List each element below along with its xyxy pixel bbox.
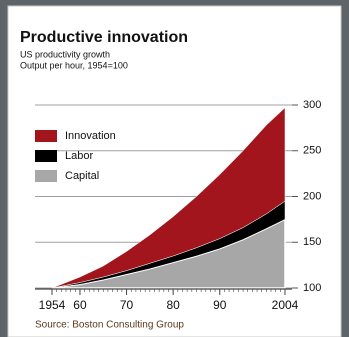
y-tick-label: 150 [303,236,321,248]
legend-swatch [35,130,57,142]
y-tick-label: 200 [303,190,321,202]
legend-label: Capital [65,170,99,182]
y-tick-label: 100 [303,282,321,294]
x-tick-label: 70 [120,298,134,312]
chart-title: Productive innovation [20,29,188,46]
subtitle: Output per hour, 1954=100 [20,60,128,70]
x-tick-label: 1954 [39,298,66,312]
x-tick-label: 60 [73,298,87,312]
source: Source: Boston Consulting Group [35,320,184,331]
legend-swatch [35,150,57,162]
y-tick-label: 300 [303,99,321,111]
x-tick-label: 80 [166,298,180,312]
x-tick-label: 2004 [272,298,299,312]
subtitle: US productivity growth [20,49,110,59]
x-tick-label: 90 [213,298,227,312]
legend-label: Labor [65,150,93,162]
legend-swatch [35,170,57,182]
legend-label: Innovation [65,130,116,142]
area [51,107,286,289]
y-tick-label: 250 [303,145,321,157]
